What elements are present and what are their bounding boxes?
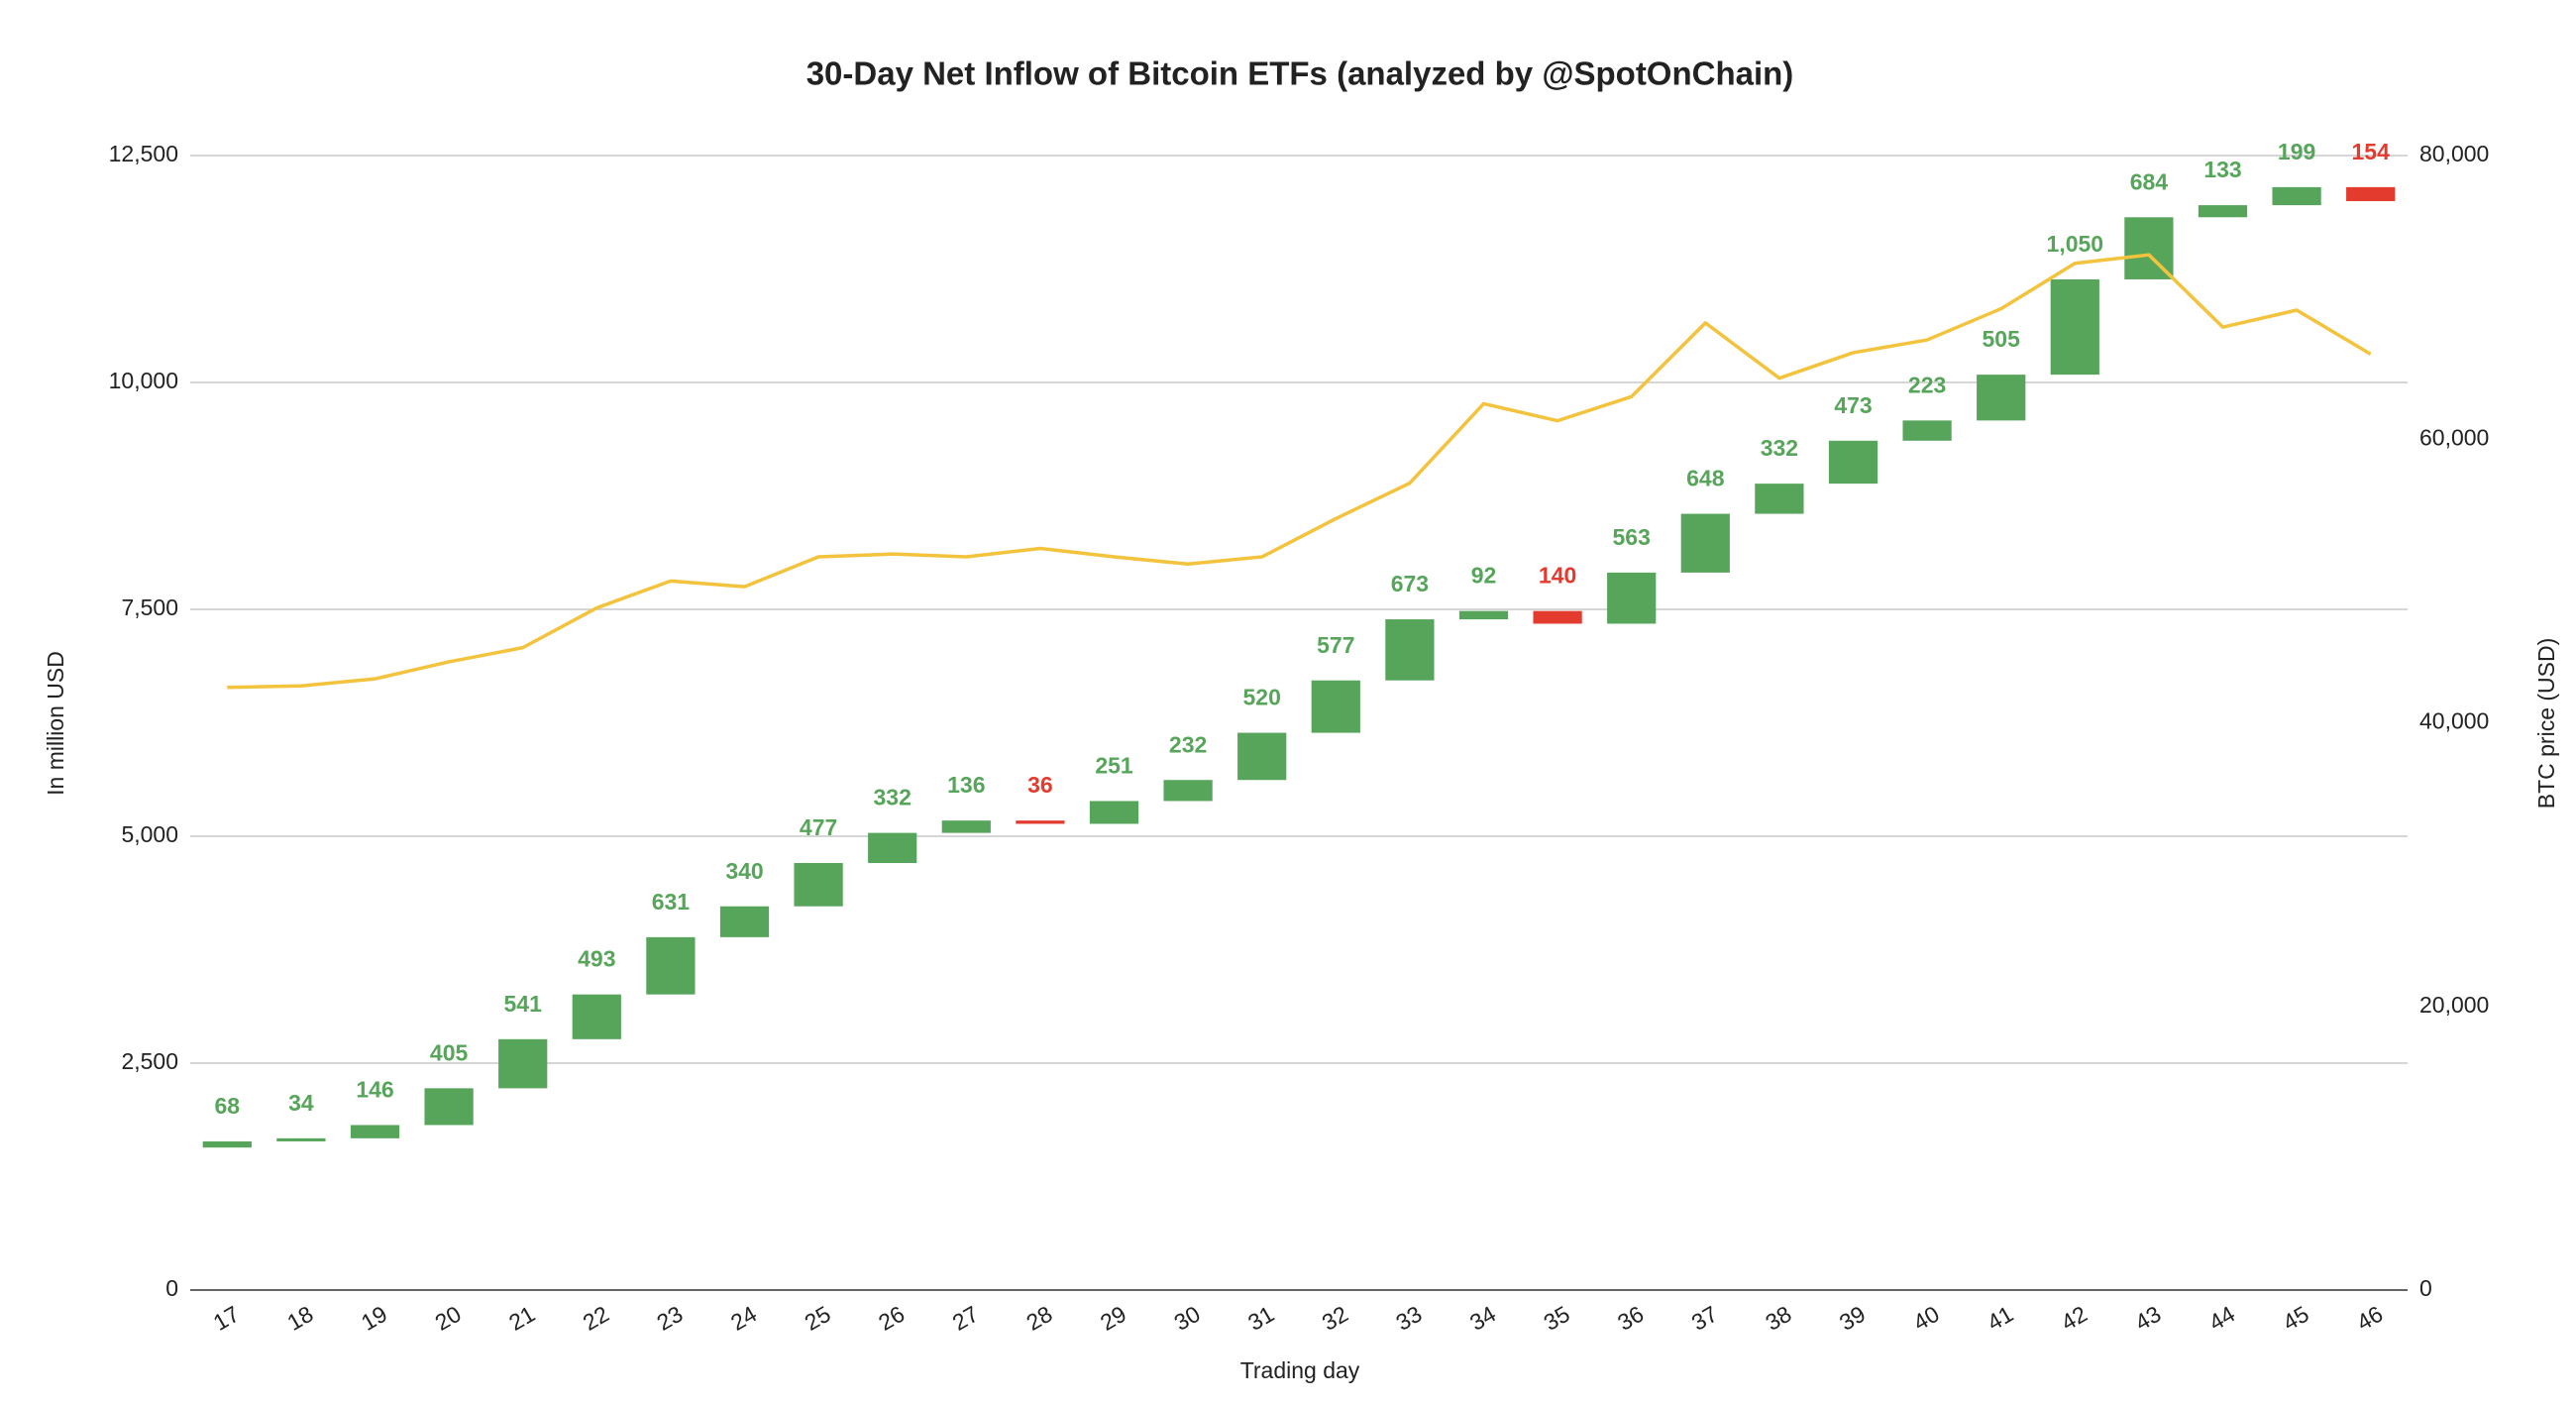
y2-tick-label: 40,000	[2419, 708, 2489, 734]
data-label: 251	[1095, 753, 1133, 779]
data-label: 36	[1027, 772, 1053, 798]
bar	[1163, 780, 1213, 802]
y-tick-label: 2,500	[121, 1048, 178, 1074]
bar	[2346, 186, 2396, 201]
data-label: 332	[1761, 435, 1798, 461]
bar	[424, 1088, 474, 1126]
data-label: 405	[430, 1039, 469, 1065]
y-axis-title: In million USD	[43, 651, 68, 796]
data-label: 541	[504, 991, 543, 1017]
bar	[1607, 572, 1657, 624]
data-label: 648	[1686, 466, 1725, 491]
data-label: 332	[874, 785, 912, 810]
data-label: 223	[1908, 372, 1946, 397]
chart-title: 30-Day Net Inflow of Bitcoin ETFs (analy…	[806, 55, 1794, 92]
bar	[1755, 484, 1804, 514]
y-tick-label: 0	[165, 1275, 178, 1301]
data-label: 631	[652, 889, 691, 915]
data-label: 673	[1391, 571, 1429, 596]
bar	[1089, 801, 1139, 824]
bar	[2198, 205, 2248, 218]
data-label: 340	[725, 858, 763, 884]
bar	[202, 1140, 252, 1148]
bar	[794, 863, 843, 907]
data-label: 477	[800, 814, 837, 840]
y-tick-label: 5,000	[121, 821, 178, 847]
data-label: 577	[1317, 632, 1354, 658]
y2-tick-label: 0	[2419, 1275, 2432, 1301]
data-label: 92	[1471, 563, 1497, 589]
bar	[1311, 680, 1360, 733]
data-label: 1,050	[2047, 231, 2104, 257]
x-axis-title: Trading day	[1240, 1357, 1360, 1383]
bar	[1680, 513, 1730, 573]
bar	[1458, 610, 1509, 620]
bar	[2050, 278, 2099, 376]
data-label: 68	[215, 1093, 241, 1119]
data-label: 199	[2278, 139, 2315, 164]
bar	[1533, 610, 1582, 624]
y2-axis-title: BTC price (USD)	[2533, 638, 2559, 809]
data-label: 146	[356, 1077, 393, 1103]
bar	[646, 936, 696, 995]
y2-tick-label: 80,000	[2419, 141, 2489, 166]
price-line	[227, 253, 2372, 690]
bar	[1237, 732, 1287, 781]
bar	[498, 1038, 548, 1089]
data-label: 154	[2352, 139, 2391, 164]
bar	[572, 994, 621, 1039]
bar	[1902, 420, 1952, 441]
bar	[1828, 440, 1878, 485]
data-label: 520	[1243, 685, 1281, 710]
data-label: 563	[1613, 524, 1651, 550]
y-tick-label: 12,500	[109, 141, 178, 166]
y2-tick-label: 20,000	[2419, 992, 2489, 1018]
data-label: 133	[2203, 157, 2241, 182]
bar	[276, 1137, 326, 1141]
bar	[941, 820, 991, 833]
y-tick-label: 7,500	[121, 594, 178, 620]
data-label: 684	[2130, 168, 2169, 194]
bar	[1385, 619, 1435, 681]
data-label: 136	[947, 772, 985, 798]
bar	[1016, 820, 1065, 824]
bar	[2272, 186, 2321, 206]
bar	[719, 906, 770, 937]
bar	[1977, 375, 2026, 421]
data-label: 34	[288, 1090, 314, 1116]
bar	[350, 1125, 400, 1138]
data-label: 493	[578, 946, 615, 972]
data-label: 140	[1539, 563, 1576, 589]
y2-tick-label: 60,000	[2419, 424, 2489, 450]
bar	[868, 832, 917, 864]
data-label: 232	[1169, 731, 1207, 757]
data-label: 505	[1983, 326, 2021, 352]
data-label: 473	[1834, 392, 1872, 418]
y-tick-label: 10,000	[109, 368, 178, 393]
